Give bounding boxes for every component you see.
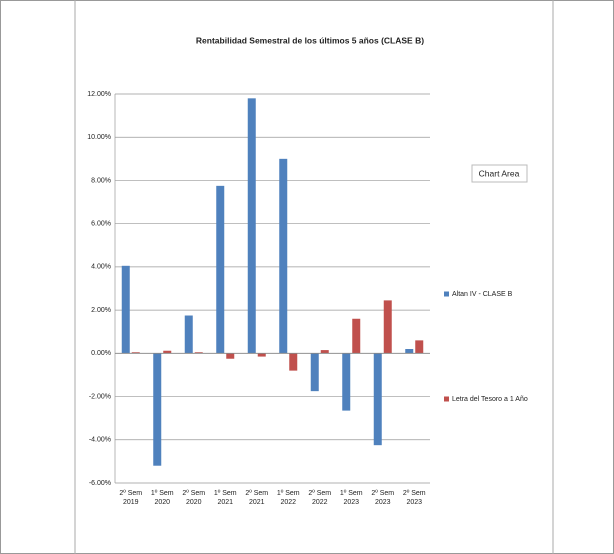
y-tick-label: 4.00% — [91, 264, 111, 271]
tooltip: Chart Area — [479, 168, 520, 178]
bar — [310, 353, 319, 392]
bar — [257, 353, 266, 357]
bar — [279, 158, 288, 354]
y-tick-label: -2.00% — [89, 393, 111, 400]
y-tick-label: 0.00% — [91, 350, 111, 357]
bar — [405, 349, 414, 354]
y-tick-label: 6.00% — [91, 221, 111, 228]
bar — [226, 353, 235, 359]
x-tick-label: 1º Sem 2023 — [339, 490, 363, 506]
bar — [163, 350, 172, 354]
bar — [383, 300, 392, 354]
x-tick-label: 1º Sem 2021 — [213, 490, 237, 506]
legend-label: Letra del Tesoro a 1 Año — [452, 396, 528, 403]
x-tick-label: 1º Sem 2020 — [150, 490, 174, 506]
x-tick-label: 2º Sem 2020 — [182, 490, 206, 506]
bar — [194, 352, 203, 354]
y-tick-label: -4.00% — [89, 437, 111, 444]
bar — [342, 353, 351, 411]
legend-label: Altan IV - CLASE B — [452, 291, 513, 298]
bar — [352, 318, 361, 354]
chart-title: Rentabilidad Semestral de los últimos 5 … — [196, 35, 424, 45]
bar — [184, 315, 193, 354]
bar — [247, 98, 256, 354]
bar — [153, 353, 162, 466]
y-tick-label: 10.00% — [87, 134, 111, 141]
y-tick-label: 8.00% — [91, 177, 111, 184]
x-tick-label: 2º Sem 2023 — [371, 490, 395, 506]
x-tick-label: 2º Sem 2022 — [308, 490, 332, 506]
x-tick-label: 1º Sem 2022 — [276, 490, 300, 506]
bar — [121, 265, 130, 354]
bar — [373, 353, 382, 446]
x-tick-label: 2º Sem 2023 — [402, 490, 426, 506]
bar — [415, 340, 424, 354]
tooltip-box — [471, 164, 528, 183]
bar — [216, 185, 225, 354]
bar — [131, 352, 140, 354]
x-tick-label: 2º Sem 2019 — [119, 490, 143, 506]
legend-swatch — [444, 291, 449, 297]
y-tick-label: 12.00% — [87, 91, 111, 98]
y-tick-label: 2.00% — [91, 307, 111, 314]
y-tick-label: -6.00% — [89, 480, 111, 487]
bar — [320, 350, 329, 354]
bar — [289, 353, 298, 371]
legend-swatch — [444, 396, 449, 402]
x-tick-label: 2º Sem 2021 — [245, 490, 269, 506]
